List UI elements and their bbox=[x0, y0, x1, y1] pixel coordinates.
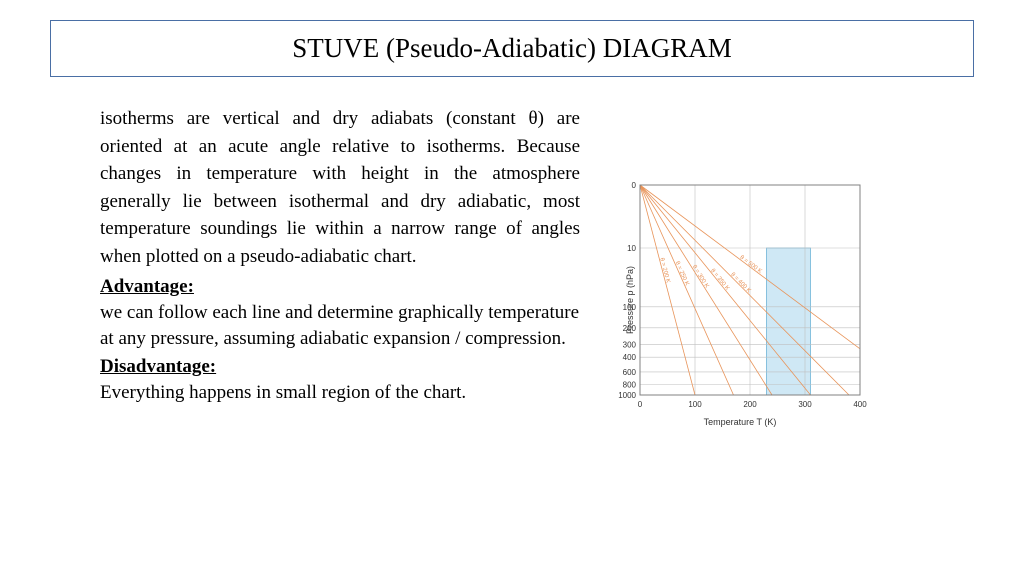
title-box: STUVE (Pseudo-Adiabatic) DIAGRAM bbox=[50, 20, 974, 77]
svg-text:0: 0 bbox=[632, 181, 637, 190]
svg-text:300: 300 bbox=[623, 341, 637, 350]
page-title: STUVE (Pseudo-Adiabatic) DIAGRAM bbox=[71, 33, 953, 64]
advantage-heading: Advantage: bbox=[100, 276, 580, 298]
svg-text:800: 800 bbox=[623, 381, 637, 390]
svg-text:300: 300 bbox=[798, 400, 812, 409]
chart-column: Pressure p (hPa) 0 10 100 200 300 400 600 80010… bbox=[600, 105, 890, 425]
svg-text:200: 200 bbox=[743, 400, 757, 409]
text-column: isotherms are vertical and dry adiabats … bbox=[100, 105, 580, 425]
svg-text:0: 0 bbox=[638, 400, 643, 409]
x-axis-label: Temperature T (K) bbox=[704, 417, 777, 427]
y-axis-label: Pressure p (hPa) bbox=[625, 266, 635, 334]
svg-text:400: 400 bbox=[853, 400, 867, 409]
stuve-chart: Pressure p (hPa) 01010020030040060080010… bbox=[600, 175, 880, 425]
advantage-text: we can follow each line and determine gr… bbox=[100, 300, 580, 351]
disadvantage-text: Everything happens in small region of th… bbox=[100, 380, 580, 406]
svg-text:1000: 1000 bbox=[618, 391, 636, 400]
svg-text:400: 400 bbox=[623, 353, 637, 362]
content-row: isotherms are vertical and dry adiabats … bbox=[40, 105, 984, 425]
main-paragraph: isotherms are vertical and dry adiabats … bbox=[100, 105, 580, 270]
svg-text:10: 10 bbox=[627, 244, 636, 253]
svg-text:600: 600 bbox=[623, 368, 637, 377]
stuve-svg: 01010020030040060080010000100200300400θ … bbox=[600, 175, 880, 425]
disadvantage-heading: Disadvantage: bbox=[100, 356, 580, 378]
svg-text:100: 100 bbox=[688, 400, 702, 409]
